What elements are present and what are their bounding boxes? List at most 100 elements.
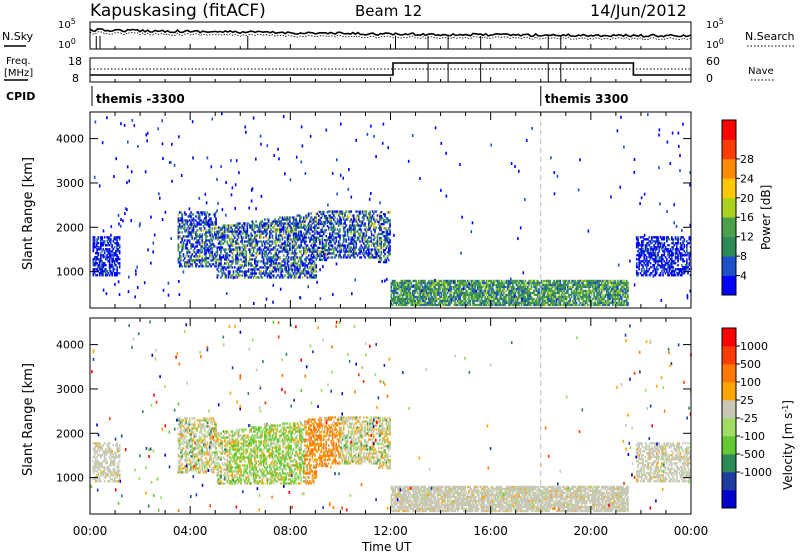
range-gate-cell <box>310 234 313 237</box>
range-gate-cell <box>535 303 538 307</box>
range-gate-cell <box>275 222 277 225</box>
range-gate-cell <box>118 236 121 239</box>
range-gate-cell <box>262 256 265 259</box>
range-gate-cell <box>469 299 472 303</box>
range-gate-cell <box>252 276 255 279</box>
range-gate-cell <box>547 297 549 301</box>
range-gate-cell <box>236 262 239 265</box>
range-gate-cell <box>329 248 331 251</box>
range-gate-cell <box>394 285 396 289</box>
range-gate-cell <box>95 274 97 277</box>
range-gate-cell <box>319 258 321 261</box>
range-gate-cell <box>235 270 237 273</box>
range-gate-cell <box>602 283 604 287</box>
range-gate-cell <box>357 236 360 239</box>
range-gate-cell <box>302 236 305 239</box>
range-gate-cell <box>178 231 181 234</box>
range-gate-cell <box>436 291 439 295</box>
range-gate-cell <box>106 250 108 253</box>
range-gate-cell <box>645 238 648 241</box>
range-gate-cell <box>484 297 487 301</box>
range-gate-cell <box>445 289 448 293</box>
range-gate-cell <box>300 244 302 247</box>
range-gate-cell <box>471 287 474 291</box>
range-gate-cell <box>92 242 95 245</box>
range-gate-cell <box>244 228 246 231</box>
range-gate-cell <box>478 283 480 287</box>
range-gate-cell <box>408 279 410 283</box>
range-gate-cell <box>512 289 514 293</box>
range-gate-cell <box>623 299 626 303</box>
range-gate-cell <box>222 268 225 271</box>
range-gate-cell <box>254 274 256 277</box>
range-gate-cell <box>241 264 244 267</box>
range-gate-cell <box>196 259 199 262</box>
range-gate-cell <box>214 215 216 218</box>
range-gate-cell <box>177 259 180 262</box>
range-gate-cell <box>294 276 296 279</box>
range-gate-cell <box>575 289 578 293</box>
range-gate-cell <box>498 289 500 293</box>
range-gate-cell <box>597 291 599 295</box>
range-gate-cell <box>191 263 194 266</box>
range-gate-cell <box>200 251 202 254</box>
range-gate-cell <box>292 216 295 219</box>
range-gate-cell <box>548 281 550 285</box>
range-gate-cell <box>193 251 196 254</box>
range-gate-cell <box>182 253 185 256</box>
range-gate-cell <box>203 243 206 246</box>
range-gate-cell <box>301 234 304 237</box>
range-gate-cell <box>307 258 310 261</box>
range-gate-cell <box>476 281 479 285</box>
range-gate-cell <box>339 224 341 227</box>
range-gate-cell <box>275 250 277 253</box>
range-gate-cell <box>314 240 316 243</box>
range-gate-cell <box>320 220 323 224</box>
range-gate-cell <box>458 279 460 283</box>
range-gate-cell <box>256 268 259 271</box>
range-gate-cell <box>291 248 294 251</box>
range-gate-cell <box>97 236 100 239</box>
range-gate-cell <box>100 236 102 239</box>
range-gate-cell <box>281 250 284 253</box>
range-gate-cell <box>103 236 106 239</box>
range-gate-cell <box>470 287 473 291</box>
range-gate-cell <box>289 244 291 247</box>
range-gate-cell <box>267 238 270 241</box>
range-gate-cell <box>311 270 314 273</box>
range-gate-cell <box>227 236 230 239</box>
range-gate-cell <box>300 222 302 225</box>
range-gate-cell <box>312 226 315 229</box>
range-gate-cell <box>356 224 359 227</box>
range-gate-cell <box>529 297 532 301</box>
range-gate-cell <box>277 256 280 259</box>
range-gate-cell <box>389 233 391 236</box>
range-gate-cell <box>219 256 221 259</box>
range-gate-cell <box>201 213 204 216</box>
range-gate-cell <box>368 240 370 243</box>
range-gate-cell <box>207 247 210 250</box>
range-gate-cell <box>337 230 340 233</box>
range-gate-cell <box>495 293 498 297</box>
range-gate-cell <box>107 250 110 253</box>
range-gate-cell <box>414 287 416 291</box>
range-gate-cell <box>264 272 266 275</box>
range-gate-cell <box>242 250 245 253</box>
range-gate-cell <box>274 228 276 231</box>
range-gate-cell <box>393 279 395 283</box>
range-gate-cell <box>453 285 455 289</box>
range-gate-cell <box>519 279 522 283</box>
range-gate-cell <box>193 255 196 258</box>
range-gate-cell <box>326 249 329 252</box>
range-gate-cell <box>206 231 209 234</box>
range-gate-cell <box>645 274 648 277</box>
range-gate-cell <box>339 242 341 245</box>
range-gate-cell <box>578 283 580 287</box>
range-gate-cell <box>217 270 220 273</box>
range-gate-cell <box>292 272 295 275</box>
range-gate-cell <box>438 287 440 291</box>
range-gate-cell <box>537 301 539 305</box>
range-gate-cell <box>193 261 196 264</box>
range-gate-cell <box>216 232 219 235</box>
range-gate-cell <box>496 303 499 307</box>
